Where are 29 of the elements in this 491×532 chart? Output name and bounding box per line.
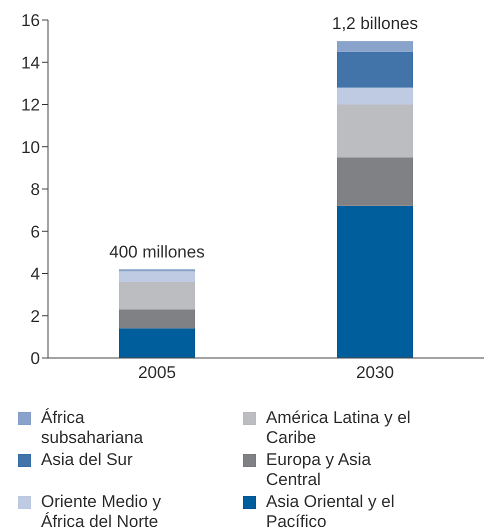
legend-label: África subsahariana <box>41 408 144 448</box>
annotation: 1,2 billones <box>332 14 418 34</box>
bar <box>337 41 413 52</box>
x-tick-label: 2005 <box>138 363 176 382</box>
y-tick-label: 12 <box>21 96 40 115</box>
bar <box>119 282 195 310</box>
bar <box>119 328 195 358</box>
y-tick-label: 0 <box>30 349 40 368</box>
y-tick-label: 6 <box>30 222 40 242</box>
y-tick-label: 10 <box>21 138 40 157</box>
y-tick-label: 8 <box>30 180 40 200</box>
bar <box>337 104 413 158</box>
bar <box>119 271 195 282</box>
y-tick-label: 4 <box>30 264 40 284</box>
y-tick-label: 14 <box>21 53 40 72</box>
bar <box>119 309 195 328</box>
legend-label: Asia del Sur <box>41 450 133 470</box>
annotation: 400 millones <box>109 242 205 262</box>
legend-label: Asia Oriental y el Pacífico <box>266 492 396 532</box>
bar <box>337 88 413 104</box>
y-tick-label: 16 <box>21 11 40 30</box>
legend-label: Europa y Asia Central <box>266 450 372 490</box>
bar <box>337 157 413 206</box>
legend-label: Oriente Medio y África del Norte <box>41 492 162 532</box>
x-tick-label: 2030 <box>356 363 394 382</box>
y-tick-label: 2 <box>30 306 40 326</box>
bar <box>337 52 413 88</box>
bar <box>337 206 413 358</box>
legend-label: América Latina y el Caribe <box>266 408 412 448</box>
